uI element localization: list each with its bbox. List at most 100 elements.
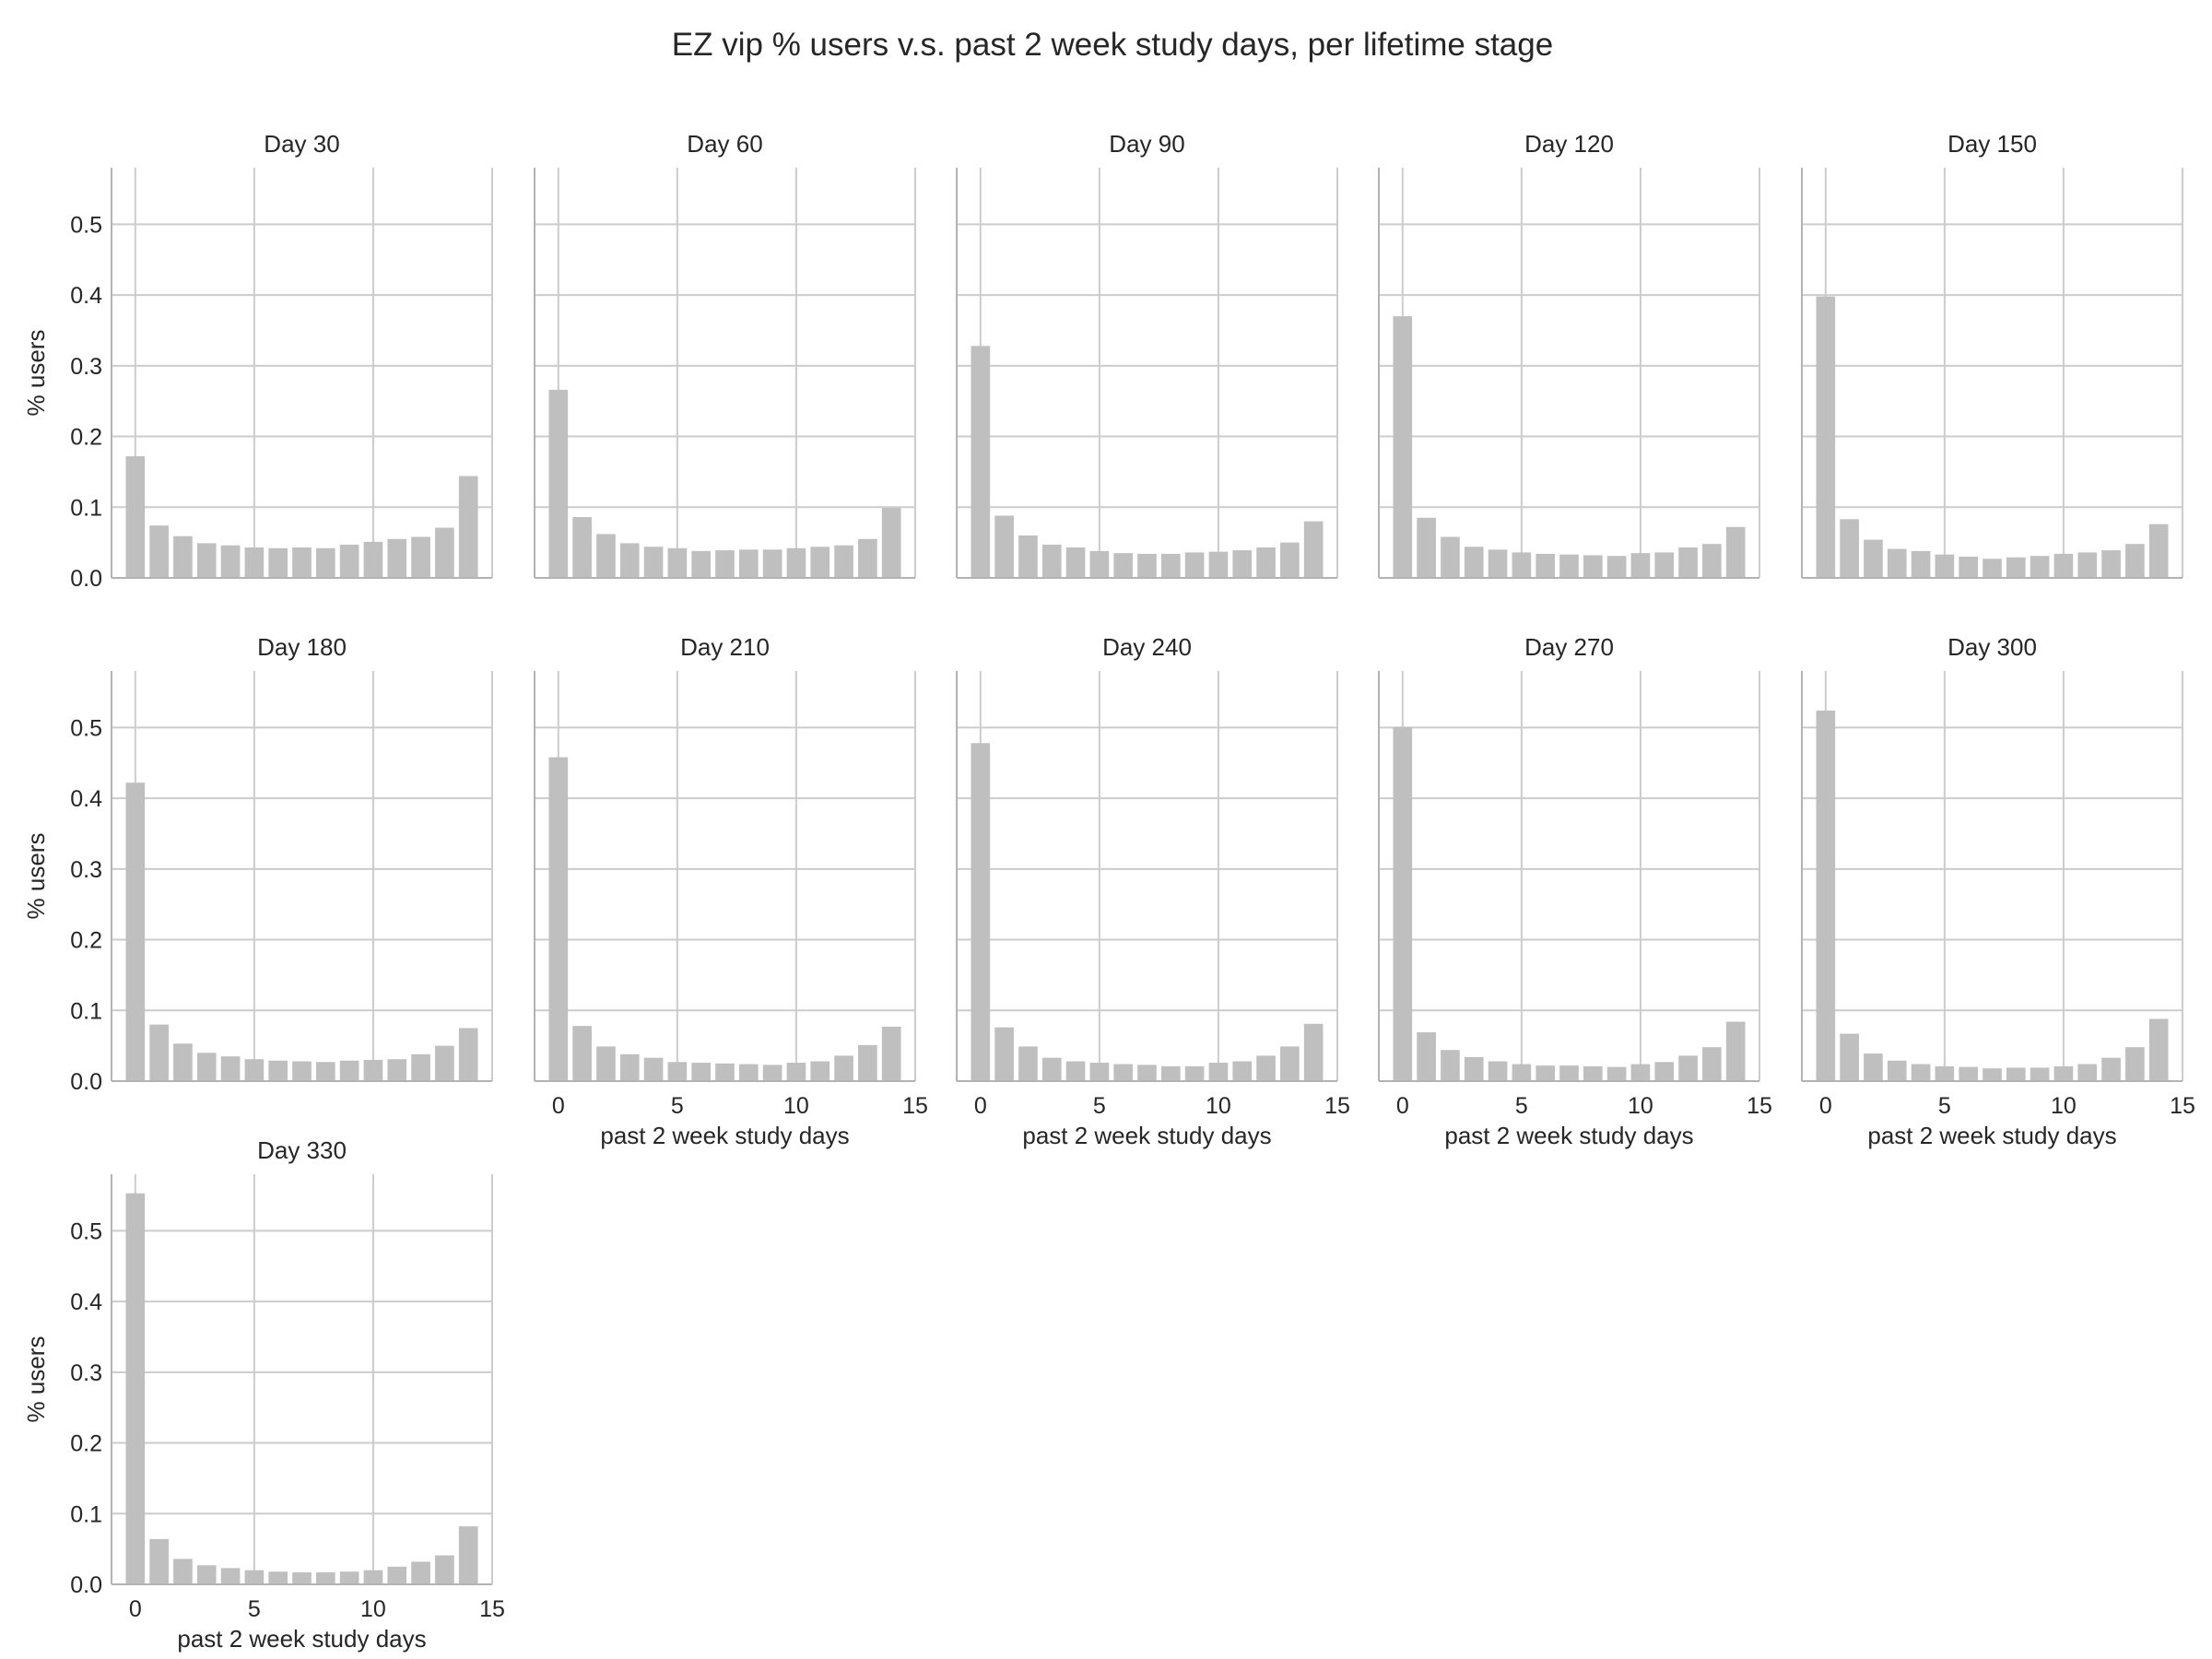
panel-title: Day 300 xyxy=(1947,633,2037,661)
bar xyxy=(667,547,688,578)
bar xyxy=(1208,551,1229,578)
y-tick-label: 0.4 xyxy=(70,283,102,309)
panel-title: Day 150 xyxy=(1947,130,2037,158)
x-tick-label: 5 xyxy=(671,1093,684,1119)
bar xyxy=(810,547,830,578)
y-tick-label: 0.0 xyxy=(70,566,102,592)
x-tick-label: 5 xyxy=(1093,1093,1106,1119)
bar xyxy=(1840,519,1859,578)
bar xyxy=(994,515,1014,578)
bar xyxy=(1816,710,1836,1081)
bar xyxy=(1935,554,1955,578)
bar xyxy=(268,1060,288,1081)
x-tick-label: 15 xyxy=(1747,1093,1772,1119)
panel-title: Day 90 xyxy=(1109,130,1184,158)
x-tick-label: 0 xyxy=(1819,1093,1832,1119)
y-axis-label: % users xyxy=(22,1336,50,1423)
panel-title: Day 120 xyxy=(1524,130,1614,158)
bar xyxy=(363,1570,383,1584)
bar xyxy=(363,541,383,578)
bar xyxy=(1559,1065,1579,1081)
y-tick-label: 0.5 xyxy=(70,1218,102,1244)
panel-title: Day 180 xyxy=(257,633,347,661)
bar xyxy=(268,1571,288,1584)
bar xyxy=(1654,1062,1675,1081)
bar xyxy=(1959,556,1979,578)
bar xyxy=(1280,1046,1300,1081)
bar xyxy=(220,1056,241,1081)
bar xyxy=(1113,1064,1134,1081)
bar xyxy=(1089,550,1110,578)
bar xyxy=(292,1061,312,1081)
bar xyxy=(881,508,901,578)
bar xyxy=(786,1063,806,1081)
bar xyxy=(315,547,335,578)
bar xyxy=(1303,1023,1324,1081)
bar xyxy=(762,1065,782,1081)
bar xyxy=(1018,535,1038,578)
bar xyxy=(1393,316,1413,578)
bar xyxy=(1256,547,1276,578)
y-tick-label: 0.1 xyxy=(70,1501,102,1527)
bar xyxy=(1983,559,2002,578)
y-tick-label: 0.1 xyxy=(70,495,102,521)
bar xyxy=(196,1053,217,1081)
bar xyxy=(2101,1057,2121,1081)
x-axis-label: past 2 week study days xyxy=(1444,1122,1693,1149)
bar xyxy=(548,757,569,1081)
bar xyxy=(458,1028,478,1081)
bar xyxy=(196,543,217,578)
bar xyxy=(435,1045,454,1081)
bar xyxy=(1464,547,1484,578)
facet-panel: Day 90 xyxy=(956,130,1338,579)
bar xyxy=(1864,539,1883,578)
bar xyxy=(1041,1057,1062,1081)
y-tick-label: 0.2 xyxy=(70,425,102,451)
bar xyxy=(1018,1046,1038,1081)
bar xyxy=(2101,550,2121,578)
bar xyxy=(971,743,991,1081)
x-tick-label: 10 xyxy=(360,1596,386,1622)
bar xyxy=(1464,1056,1484,1081)
x-tick-label: 0 xyxy=(552,1093,565,1119)
bar xyxy=(1983,1068,2002,1081)
x-axis-label: past 2 week study days xyxy=(600,1122,849,1149)
bar xyxy=(387,538,407,578)
facet-panel: Day 120 xyxy=(1378,130,1760,579)
x-tick-label: 10 xyxy=(783,1093,809,1119)
bar xyxy=(1089,1063,1110,1081)
facet-panel: Day 30 0.0 0.1 0.2 0.3 0.4 0.5 % users xyxy=(22,130,493,592)
bar xyxy=(1535,1065,1556,1081)
bar xyxy=(810,1061,830,1081)
bar xyxy=(1280,542,1300,578)
x-tick-label: 15 xyxy=(2170,1093,2195,1119)
bar xyxy=(619,543,640,578)
bar xyxy=(1232,550,1253,578)
bar xyxy=(738,1064,759,1081)
x-axis-label: past 2 week study days xyxy=(177,1625,426,1653)
bar xyxy=(1393,726,1413,1081)
bar xyxy=(149,1024,169,1081)
y-tick-label: 0.4 xyxy=(70,786,102,812)
bar xyxy=(149,525,169,578)
bar xyxy=(1535,553,1556,578)
x-tick-label: 15 xyxy=(479,1596,505,1622)
bar xyxy=(858,538,877,578)
panel-title: Day 60 xyxy=(687,130,762,158)
facet-panel: Day 330 0.0 0.1 0.2 0.3 0.4 0.5 0 5 10 15 % users pa… xyxy=(22,1136,505,1653)
bar xyxy=(149,1538,169,1584)
figure-title: EZ vip % users v.s. past 2 week study da… xyxy=(672,27,1553,63)
bar xyxy=(1065,1061,1086,1081)
bar xyxy=(220,545,241,578)
bar xyxy=(2006,557,2026,578)
bar xyxy=(1441,536,1460,578)
x-tick-label: 10 xyxy=(2051,1093,2077,1119)
panel-title: Day 330 xyxy=(257,1136,347,1164)
bar xyxy=(858,1044,877,1081)
bar xyxy=(339,1060,359,1081)
bar xyxy=(1417,517,1436,578)
bar xyxy=(173,1559,193,1584)
bar xyxy=(1417,1032,1436,1081)
bar xyxy=(738,549,759,578)
